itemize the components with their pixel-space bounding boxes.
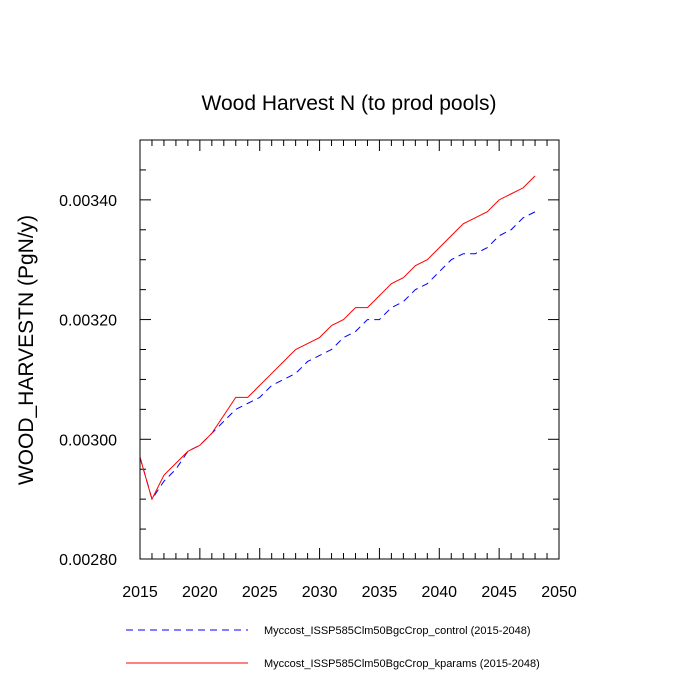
- y-tick-label: 0.00280: [59, 552, 117, 569]
- chart-title: Wood Harvest N (to prod pools): [202, 92, 497, 115]
- legend: Myccost_ISSP585Clm50BgcCrop_control (201…: [126, 625, 540, 670]
- x-tick-label: 2045: [481, 584, 517, 601]
- plot-frame: [139, 139, 560, 560]
- x-tick-label: 2050: [541, 584, 577, 601]
- x-tick-label: 2020: [182, 584, 218, 601]
- series-line-kparams: [139, 175, 536, 501]
- x-tick-label: 2030: [302, 584, 338, 601]
- y-tick-label: 0.00340: [59, 193, 117, 210]
- axis-ticks: 2015 2020 2025 2030 2035 2040 2045 2050 0.00280 0…: [59, 140, 577, 601]
- series-lines: [139, 175, 536, 501]
- y-tick-label: 0.00320: [59, 313, 117, 330]
- legend-label: Myccost_ISSP585Clm50BgcCrop_control (201…: [264, 625, 531, 637]
- x-tick-label: 2035: [362, 584, 398, 601]
- x-tick-label: 2025: [242, 584, 278, 601]
- series-line-control: [139, 211, 536, 501]
- x-tick-label: 2015: [122, 584, 158, 601]
- legend-label: Myccost_ISSP585Clm50BgcCrop_kparams (201…: [264, 658, 540, 670]
- y-tick-label: 0.00300: [59, 432, 117, 449]
- y-axis-label: WOOD_HARVESTN (PgN/y): [15, 215, 38, 485]
- x-tick-label: 2040: [421, 584, 457, 601]
